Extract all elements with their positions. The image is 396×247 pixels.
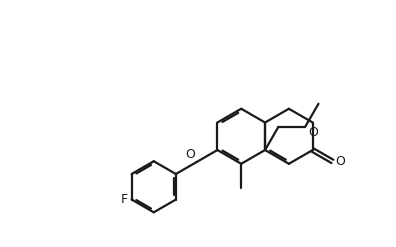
Text: O: O bbox=[335, 155, 345, 168]
Text: F: F bbox=[121, 193, 128, 206]
Text: O: O bbox=[308, 126, 318, 140]
Text: O: O bbox=[185, 148, 195, 161]
